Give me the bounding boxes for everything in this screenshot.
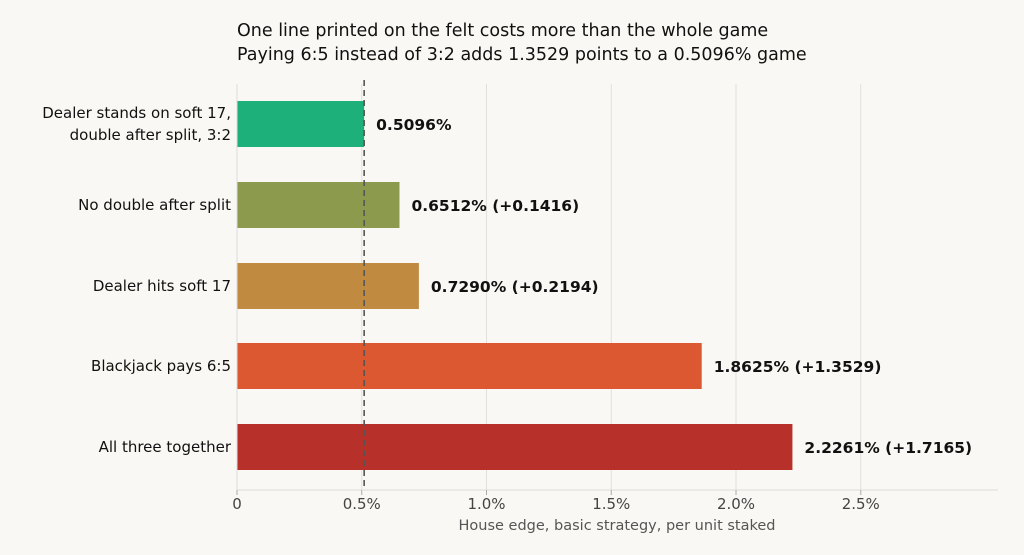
grid [361, 84, 862, 490]
chart-subtitle: Paying 6:5 instead of 3:2 adds 1.3529 po… [237, 45, 807, 65]
tick-label: 2.5% [842, 495, 880, 513]
x-axis-title: House edge, basic strategy, per unit sta… [459, 518, 776, 534]
bar [237, 263, 419, 309]
x-axis: 0 0.5% 1.0% 1.5% 2.0% 2.5% [232, 84, 998, 513]
bar [237, 182, 400, 228]
tick-label: 2.0% [717, 495, 755, 513]
category-label: Blackjack pays 6:5 [91, 357, 231, 375]
category-label: No double after split [78, 196, 231, 214]
bar [237, 101, 365, 147]
category-label: double after split, 3:2 [70, 126, 231, 144]
labels: Dealer stands on soft 17, double after sp… [42, 104, 972, 457]
value-label: 0.7290% (+0.2194) [431, 278, 599, 296]
bar [237, 424, 793, 470]
category-label: Dealer hits soft 17 [93, 277, 231, 295]
bars [237, 101, 793, 470]
tick-label: 0 [232, 495, 242, 513]
chart-title: One line printed on the felt costs more … [237, 21, 768, 41]
value-label: 1.8625% (+1.3529) [714, 358, 882, 376]
category-label: Dealer stands on soft 17, [42, 104, 231, 122]
tick-label: 1.5% [592, 495, 630, 513]
value-label: 2.2261% (+1.7165) [804, 439, 972, 457]
tick-label: 0.5% [343, 495, 381, 513]
value-label: 0.5096% [376, 116, 452, 134]
value-label: 0.6512% (+0.1416) [411, 197, 579, 215]
tick-label: 1.0% [467, 495, 505, 513]
bar [237, 343, 702, 389]
category-label: All three together [99, 438, 232, 456]
